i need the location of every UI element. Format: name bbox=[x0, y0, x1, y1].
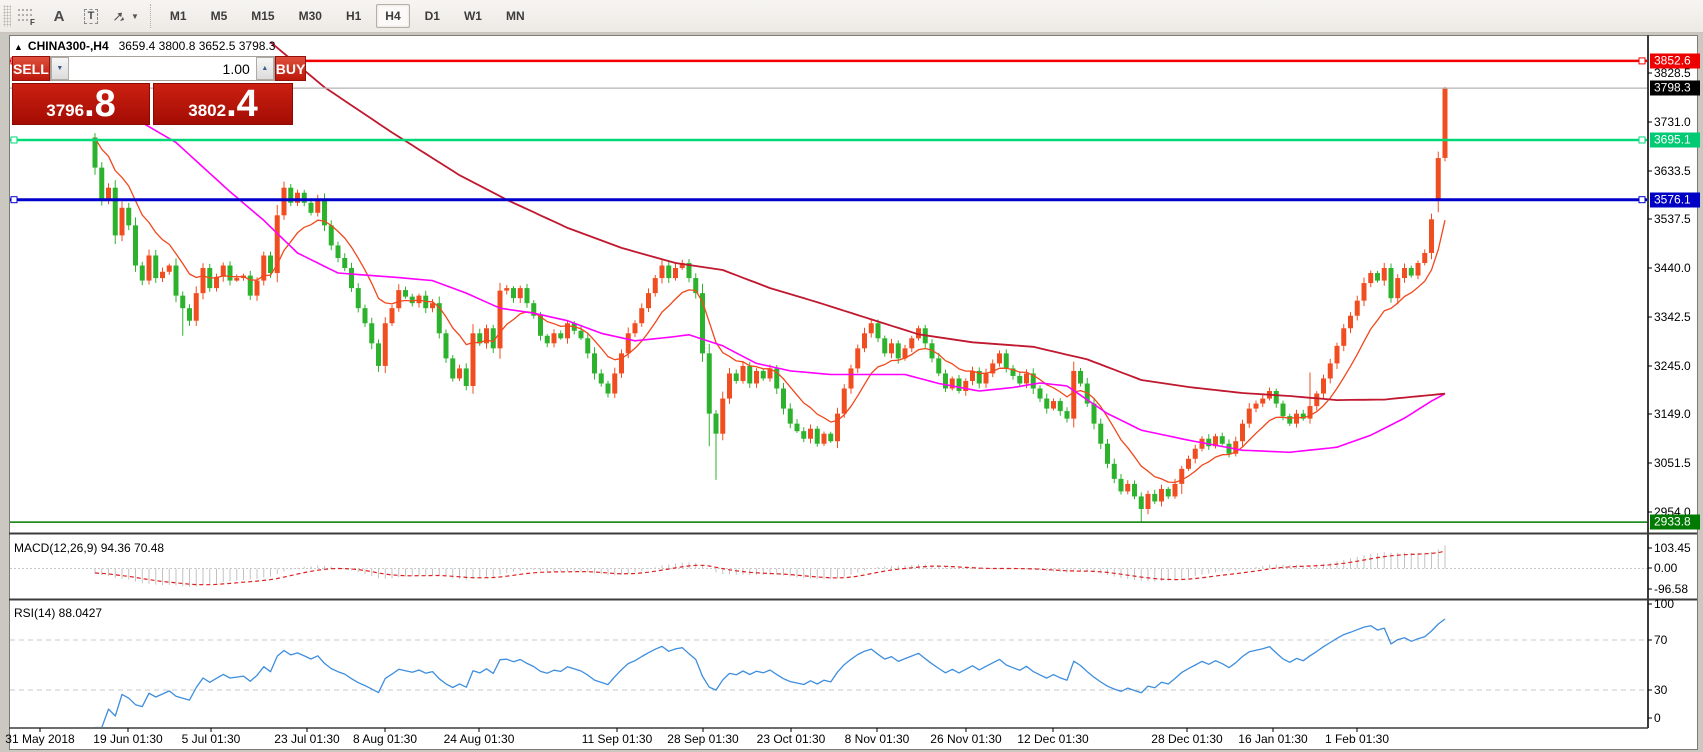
hline-handle[interactable] bbox=[1638, 196, 1646, 204]
time-tick: 8 Nov 01:30 bbox=[844, 732, 910, 746]
sell-button[interactable]: SELL bbox=[12, 56, 50, 81]
price-badge: 3576.1 bbox=[1650, 192, 1700, 208]
time-tick: 24 Aug 01:30 bbox=[443, 732, 515, 746]
text-box-glyph: T bbox=[83, 8, 99, 24]
toolbar-drag-handle[interactable] bbox=[3, 5, 11, 27]
time-tick: 19 Jun 01:30 bbox=[93, 732, 163, 746]
price-badge: 2933.8 bbox=[1650, 514, 1700, 530]
timeframe-button-m30[interactable]: M30 bbox=[298, 9, 322, 23]
chart-window[interactable] bbox=[9, 35, 1698, 750]
timeframe-group: M1 M5 M15 M30 H1 H4 D1 W1 MN bbox=[158, 4, 537, 28]
arrows-dropdown-caret[interactable]: ▼ bbox=[131, 11, 139, 21]
macd-label: MACD(12,26,9) 94.36 70.48 bbox=[14, 541, 165, 555]
timeframe-button-m5[interactable]: M5 bbox=[210, 9, 228, 23]
time-tick: 31 May 2018 bbox=[5, 732, 75, 746]
hline-handle[interactable] bbox=[10, 196, 18, 204]
chart-title: ▲ CHINA300-,H4 3659.4 3800.8 3652.5 3798.3 bbox=[14, 39, 275, 53]
rsi-line bbox=[95, 618, 1446, 727]
time-tick: 11 Sep 01:30 bbox=[581, 732, 653, 746]
time-tick: 23 Jul 01:30 bbox=[274, 732, 340, 746]
price-tick: 3245.0 bbox=[1654, 359, 1691, 373]
price-tick: 3828.5 bbox=[1654, 66, 1691, 80]
sell-price-big: .8 bbox=[84, 83, 116, 125]
volume-input[interactable] bbox=[68, 57, 256, 80]
candlestick-series bbox=[92, 86, 1448, 523]
macd-signal-line bbox=[94, 550, 1446, 586]
rsi-tick: 0 bbox=[1654, 711, 1661, 725]
price-tick: 3731.0 bbox=[1654, 115, 1691, 129]
buy-price-panel[interactable]: 3802.4 bbox=[153, 83, 293, 125]
fibonacci-tool-icon[interactable]: F bbox=[14, 3, 40, 29]
timeframe-button-h4[interactable]: H4 bbox=[376, 4, 410, 28]
price-tick: 3440.0 bbox=[1654, 261, 1691, 275]
timeframe-button-w1[interactable]: W1 bbox=[463, 9, 482, 23]
one-click-trade-widget: SELL ▼ ▲ BUY 3796.8 3802.4 bbox=[12, 56, 307, 125]
toolbar-separator bbox=[149, 4, 151, 28]
toolbar: F A T ▼ M1 M5 M15 M30 H1 H4 D1 W1 MN bbox=[0, 0, 1703, 33]
buy-price-big: .4 bbox=[226, 83, 258, 125]
rsi-tick: 100 bbox=[1654, 597, 1675, 611]
price-tick: 3537.5 bbox=[1654, 212, 1691, 226]
macd-histogram bbox=[94, 545, 1446, 587]
svg-text:F: F bbox=[30, 18, 35, 25]
arrows-tool-icon[interactable]: ▼ bbox=[110, 3, 140, 29]
time-tick: 8 Aug 01:30 bbox=[352, 732, 418, 746]
rsi-label: RSI(14) 88.0427 bbox=[14, 606, 103, 620]
macd-tick: 103.45 bbox=[1654, 541, 1691, 555]
sell-price-panel[interactable]: 3796.8 bbox=[12, 83, 150, 125]
rsi-tick: 30 bbox=[1654, 683, 1668, 697]
text-label-tool-icon[interactable]: A bbox=[53, 7, 65, 25]
arrows-icon bbox=[114, 12, 124, 21]
price-tick: 3342.5 bbox=[1654, 310, 1691, 324]
price-tick: 3149.0 bbox=[1654, 407, 1691, 421]
price-badge: 3798.3 bbox=[1650, 80, 1700, 96]
ohlc-values: 3659.4 3800.8 3652.5 3798.3 bbox=[118, 39, 276, 53]
buy-button[interactable]: BUY bbox=[274, 56, 307, 81]
volume-decrease-button[interactable]: ▼ bbox=[50, 57, 69, 80]
symbol-name: CHINA300-,H4 bbox=[27, 39, 109, 53]
macd-tick: 0.00 bbox=[1654, 561, 1678, 575]
hline-handle[interactable] bbox=[1638, 57, 1646, 65]
sell-price-main: 3796 bbox=[46, 101, 85, 120]
main-pane[interactable] bbox=[10, 41, 1648, 523]
hline-handle[interactable] bbox=[1638, 136, 1646, 144]
timeframe-button-d1[interactable]: D1 bbox=[424, 9, 440, 23]
volume-stepper: ▼ ▲ bbox=[49, 56, 275, 81]
macd-tick: -96.58 bbox=[1654, 582, 1689, 596]
collapse-arrow-icon[interactable]: ▲ bbox=[14, 42, 23, 52]
price-badge: 3695.1 bbox=[1650, 132, 1700, 148]
timeframe-button-m15[interactable]: M15 bbox=[251, 9, 275, 23]
buy-price-main: 3802 bbox=[188, 101, 227, 120]
timeframe-button-m1[interactable]: M1 bbox=[169, 9, 187, 23]
rsi-tick: 70 bbox=[1654, 633, 1668, 647]
fibonacci-icon: F bbox=[18, 9, 35, 25]
price-tick: 3051.5 bbox=[1654, 456, 1691, 470]
rsi-pane[interactable] bbox=[10, 618, 1648, 728]
timeframe-button-mn[interactable]: MN bbox=[505, 9, 525, 23]
hline-handle[interactable] bbox=[10, 136, 18, 144]
time-tick: 28 Dec 01:30 bbox=[1151, 732, 1223, 746]
time-tick: 5 Jul 01:30 bbox=[181, 732, 241, 746]
time-tick: 12 Dec 01:30 bbox=[1017, 732, 1089, 746]
macd-pane[interactable] bbox=[10, 545, 1648, 587]
text-box-tool-icon[interactable]: T bbox=[78, 3, 104, 29]
price-tick: 3633.5 bbox=[1654, 164, 1691, 178]
volume-increase-button[interactable]: ▲ bbox=[255, 57, 274, 80]
time-tick: 26 Nov 01:30 bbox=[930, 732, 1002, 746]
time-tick: 23 Oct 01:30 bbox=[756, 732, 826, 746]
timeframe-button-h1[interactable]: H1 bbox=[345, 9, 362, 23]
time-tick: 28 Sep 01:30 bbox=[667, 732, 739, 746]
price-badge: 3852.6 bbox=[1650, 53, 1700, 69]
time-tick: 16 Jan 01:30 bbox=[1238, 732, 1308, 746]
time-tick: 1 Feb 01:30 bbox=[1324, 732, 1390, 746]
